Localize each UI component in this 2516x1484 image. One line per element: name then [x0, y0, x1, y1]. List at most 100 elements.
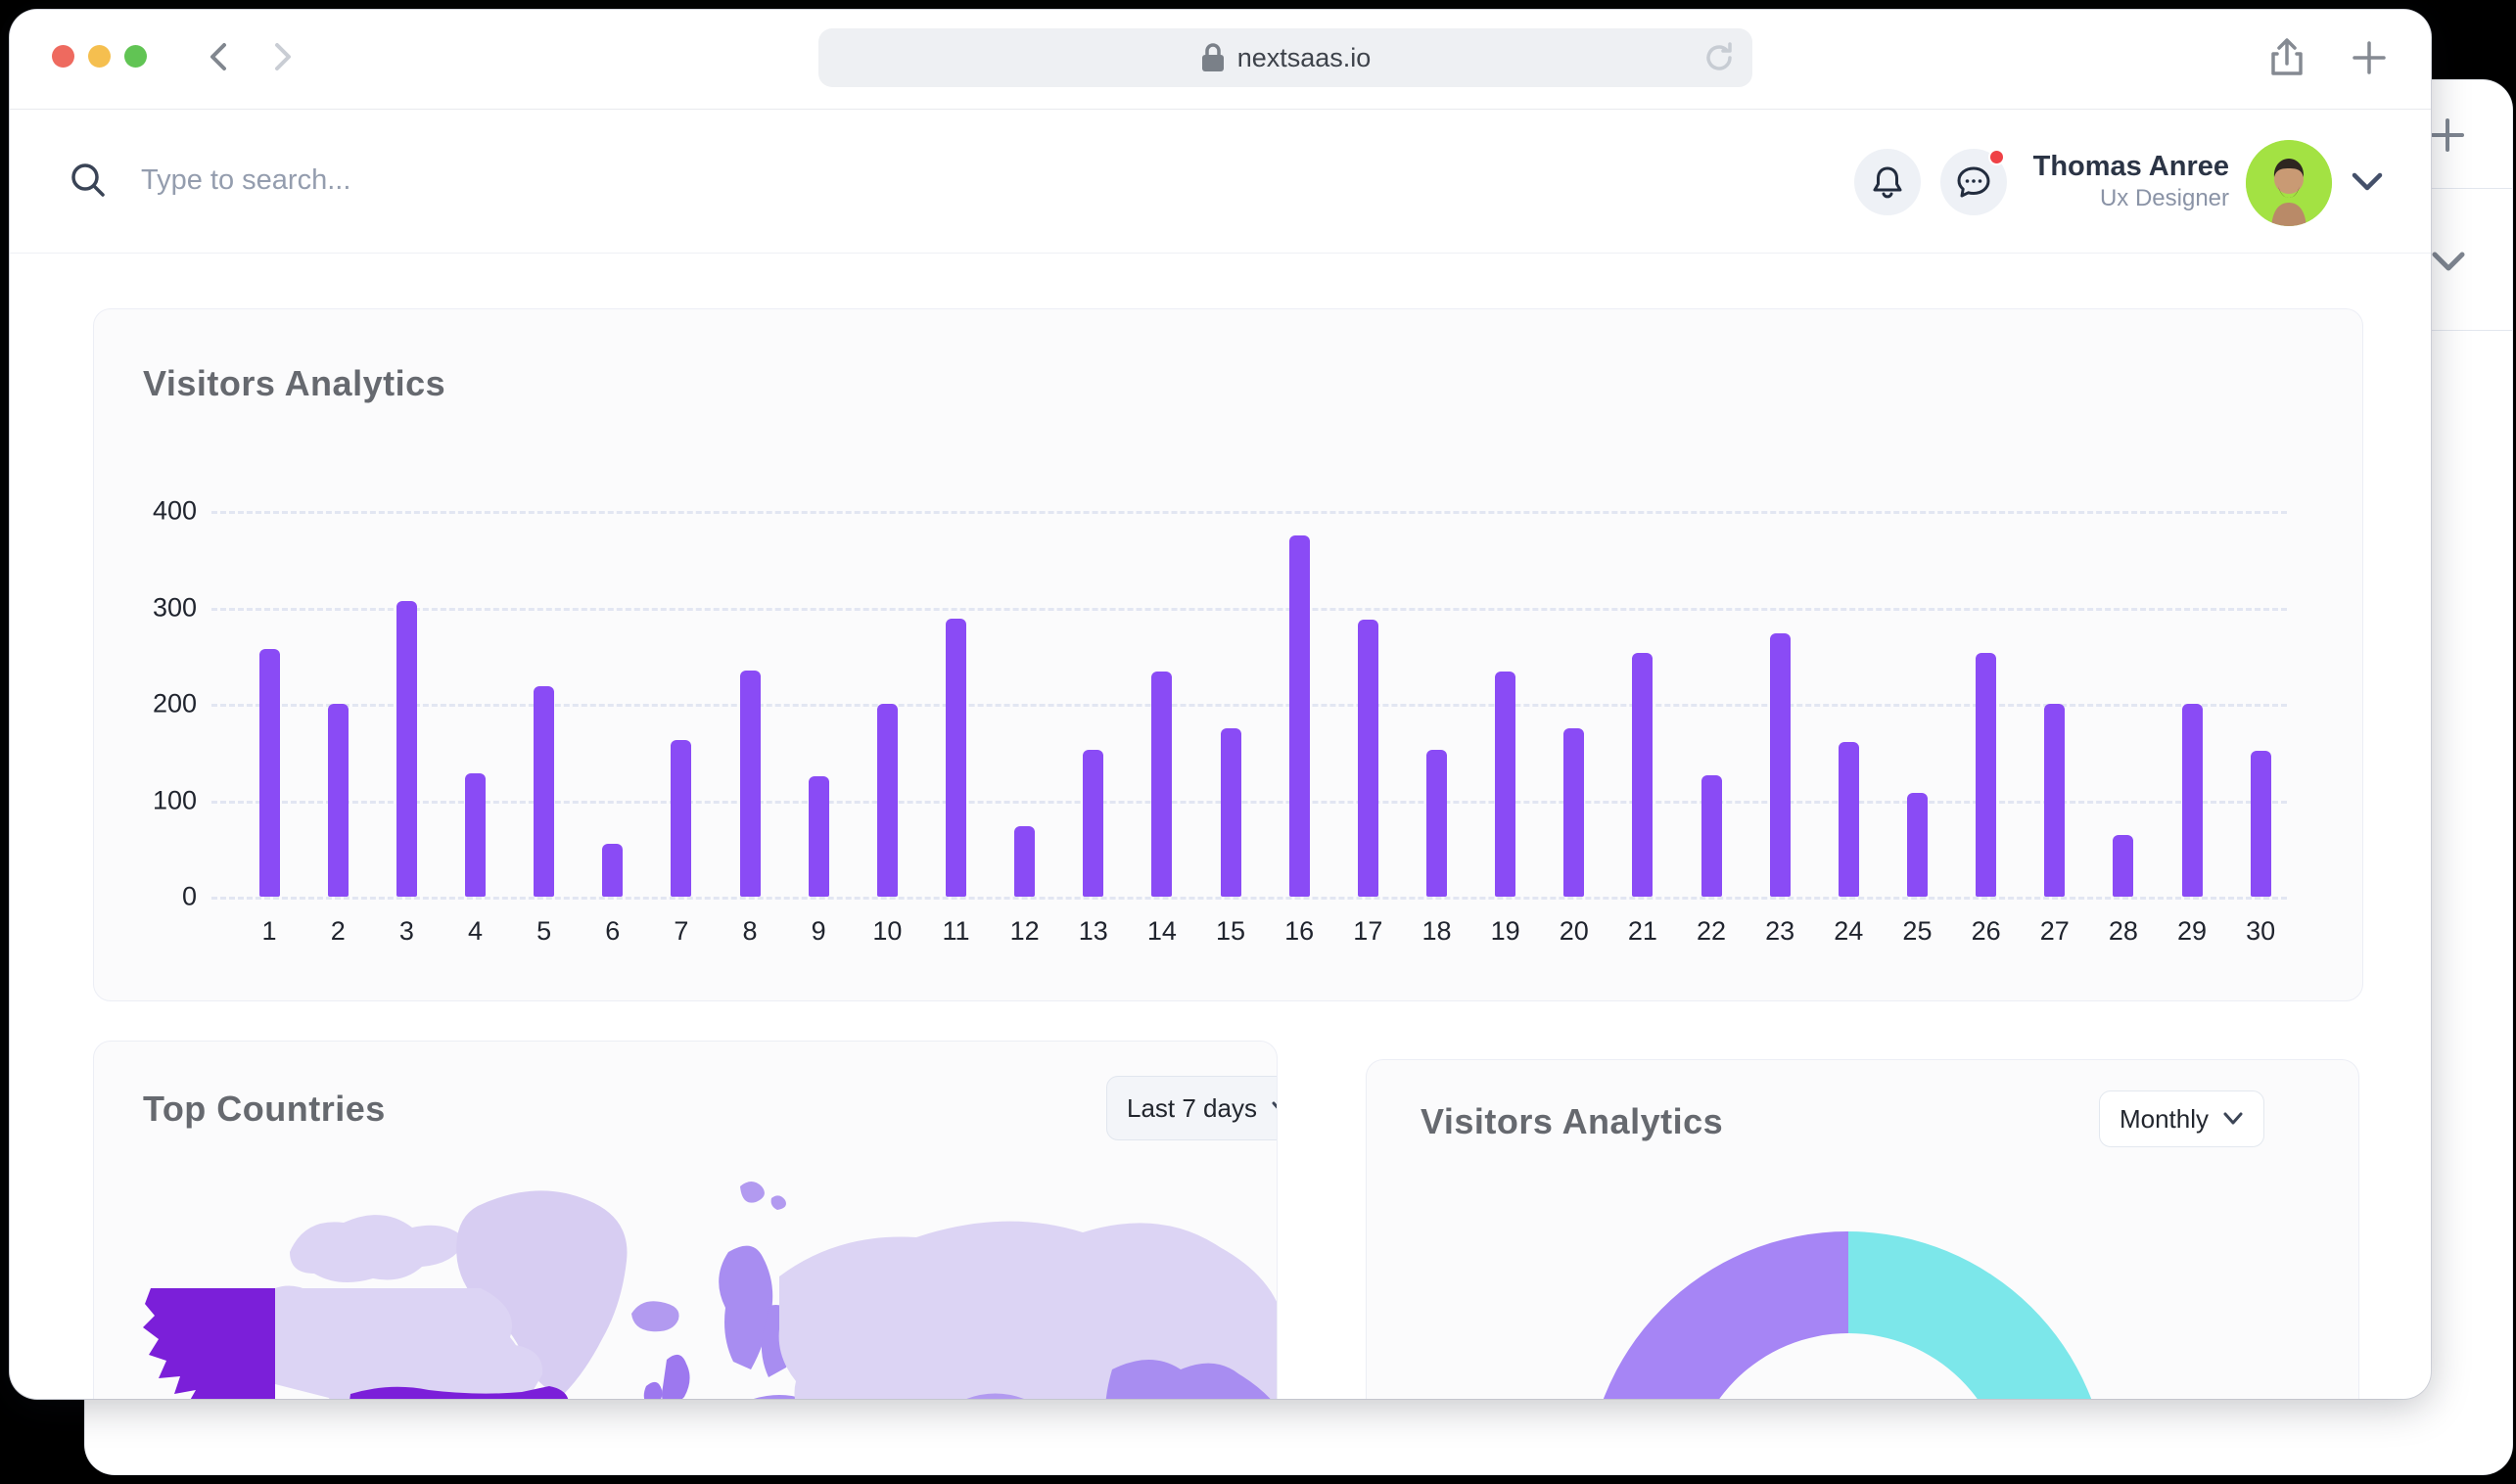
- minimize-window-button[interactable]: [88, 45, 111, 68]
- grid-line: [211, 897, 2287, 900]
- x-axis-tick-label: 15: [1216, 916, 1246, 946]
- bar-column: [2021, 511, 2089, 897]
- chevron-down-icon: [2223, 1112, 2243, 1125]
- x-axis-tick-label: 30: [2246, 916, 2276, 946]
- x-axis-tick-label: 12: [1009, 916, 1040, 946]
- bar-column: [372, 511, 441, 897]
- notifications-button[interactable]: [1854, 149, 1921, 215]
- chevron-down-icon[interactable]: [2431, 249, 2466, 274]
- bar-column: [441, 511, 509, 897]
- world-map: [94, 1159, 1277, 1399]
- bar-column: [647, 511, 716, 897]
- bar: [1220, 727, 1241, 897]
- visitors-analytics-donut-card: Visitors Analytics Monthly: [1366, 1059, 2359, 1399]
- bar-column: [510, 511, 579, 897]
- bar-column: [716, 511, 784, 897]
- messages-button[interactable]: [1940, 149, 2007, 215]
- chat-icon: [1957, 166, 1990, 198]
- bar: [2181, 704, 2203, 897]
- x-axis-tick-label: 13: [1078, 916, 1108, 946]
- bar-column: [579, 511, 647, 897]
- bar: [876, 704, 898, 897]
- bar-column: [1333, 511, 1402, 897]
- bar: [602, 843, 624, 897]
- plus-icon[interactable]: [2427, 115, 2468, 156]
- bar-column: [235, 511, 303, 897]
- x-axis-tick-label: 22: [1697, 916, 1727, 946]
- bar-column: [1540, 511, 1608, 897]
- unread-badge: [1988, 149, 2005, 165]
- bar-column: [1059, 511, 1128, 897]
- x-axis-labels: 1 2 3 4 5 6 7 8 9 10 11 12 13 14 15 16 17 18 19 20 21 22 23 24 2…: [235, 916, 2295, 947]
- bar: [1014, 826, 1036, 897]
- x-axis-tick-label: 24: [1834, 916, 1864, 946]
- bar: [1906, 792, 1928, 897]
- lock-icon: [1201, 43, 1224, 71]
- refresh-icon[interactable]: [1701, 40, 1737, 75]
- address-bar[interactable]: nextsaas.io: [818, 28, 1752, 87]
- donut-card-title: Visitors Analytics: [1421, 1101, 1724, 1141]
- x-axis-tick-label: 10: [872, 916, 903, 946]
- bar: [808, 775, 829, 897]
- x-axis-tick-label: 23: [1765, 916, 1795, 946]
- donut-range-dropdown[interactable]: Monthly: [2099, 1090, 2264, 1147]
- bar-column: [991, 511, 1059, 897]
- bar-column: [784, 511, 853, 897]
- chevron-down-icon: [1272, 1101, 1277, 1109]
- bar-card-title: Visitors Analytics: [143, 363, 446, 403]
- bar: [739, 670, 761, 897]
- x-axis-tick-label: 29: [2176, 916, 2208, 946]
- bar: [1083, 750, 1104, 897]
- bar: [1495, 671, 1516, 897]
- bar-column: [853, 511, 921, 897]
- bar: [2250, 751, 2271, 897]
- new-tab-icon[interactable]: [2348, 36, 2391, 79]
- bar-chart-plot: [235, 511, 2295, 897]
- bar: [1288, 534, 1310, 897]
- profile-chevron-down-icon[interactable]: [2351, 170, 2384, 194]
- x-axis-tick-label: 6: [605, 916, 621, 946]
- back-icon[interactable]: [202, 39, 237, 74]
- donut-chart: [1574, 1219, 2122, 1399]
- fullscreen-window-button[interactable]: [124, 45, 147, 68]
- y-axis-tick-label: 100: [152, 785, 197, 814]
- app-header: Thomas Anree Ux Designer: [10, 110, 2431, 254]
- divider: [2431, 330, 2512, 331]
- bar: [1701, 774, 1722, 897]
- forward-icon[interactable]: [264, 39, 300, 74]
- search-input[interactable]: [139, 162, 824, 198]
- bar: [945, 619, 966, 897]
- x-axis-tick-label: 20: [1559, 916, 1589, 946]
- avatar[interactable]: [2246, 140, 2332, 226]
- countries-range-dropdown[interactable]: Last 7 days: [1106, 1076, 1277, 1140]
- x-axis-tick-label: 11: [942, 916, 970, 946]
- x-axis-tick-label: 14: [1146, 916, 1177, 946]
- x-axis-tick-label: 9: [811, 916, 826, 946]
- x-axis-tick-label: 18: [1421, 916, 1452, 946]
- y-axis-tick-label: 200: [152, 688, 197, 719]
- bar: [464, 772, 486, 897]
- bar: [1151, 671, 1173, 897]
- grid-line: [211, 800, 2287, 804]
- donut-illustration: [1603, 1230, 2092, 1399]
- donut-range-label: Monthly: [2119, 1103, 2210, 1134]
- bar-column: [2226, 511, 2295, 897]
- countries-range-label: Last 7 days: [1127, 1092, 1257, 1123]
- bar-column: [1814, 511, 1883, 897]
- bar: [1838, 742, 1859, 897]
- bar-column: [303, 511, 372, 897]
- divider: [2431, 188, 2512, 189]
- grid-line: [211, 511, 2287, 514]
- x-axis-tick-label: 2: [330, 916, 346, 946]
- grid-line: [211, 607, 2287, 611]
- bar-column: [1746, 511, 1814, 897]
- close-window-button[interactable]: [52, 45, 74, 68]
- bar: [1976, 652, 1997, 897]
- bar: [1769, 633, 1791, 897]
- bar-column: [1952, 511, 2021, 897]
- y-axis-tick-label: 300: [152, 592, 197, 622]
- x-axis-tick-label: 21: [1627, 916, 1657, 946]
- bar-column: [1265, 511, 1333, 897]
- share-icon[interactable]: [2265, 36, 2308, 79]
